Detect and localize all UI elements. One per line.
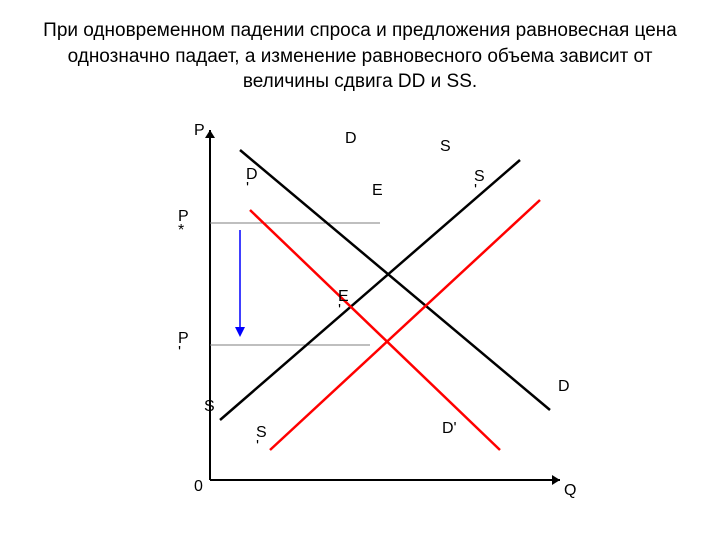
axis-label-p: P — [194, 122, 205, 140]
curve-s-shifted — [270, 200, 540, 450]
curve-label-d-top: D — [345, 130, 357, 148]
equilibrium-label-eprime: E ' — [338, 290, 349, 319]
price-label-pstar: P * — [178, 210, 189, 239]
equilibrium-label-e: E — [372, 182, 383, 200]
curve-label-dprime-bot: D' — [442, 420, 457, 438]
chart-svg — [140, 120, 580, 520]
curve-d-original — [240, 150, 550, 410]
supply-demand-chart: P Q 0 P * P ' E E ' D S D S D ' S ' D' S… — [140, 120, 580, 520]
price-shift-arrowhead — [235, 327, 245, 337]
axis-label-q: Q — [564, 482, 576, 500]
curve-label-d-bot: D — [558, 378, 570, 396]
curve-label-s-bot: S — [204, 398, 215, 416]
curve-label-s-top: S — [440, 138, 451, 156]
curve-s-original — [220, 160, 520, 420]
curve-label-dprime-top: D ' — [246, 168, 258, 197]
curve-d-shifted — [250, 210, 500, 450]
y-axis-arrow — [205, 130, 215, 138]
origin-label: 0 — [194, 478, 203, 496]
diagram-title: При одновременном падении спроса и предл… — [0, 18, 720, 95]
curve-label-sprime-bot: S ' — [256, 426, 267, 455]
x-axis-arrow — [552, 475, 560, 485]
curve-label-sprime-top: S ' — [474, 170, 485, 199]
price-label-pprime: P ' — [178, 332, 189, 361]
